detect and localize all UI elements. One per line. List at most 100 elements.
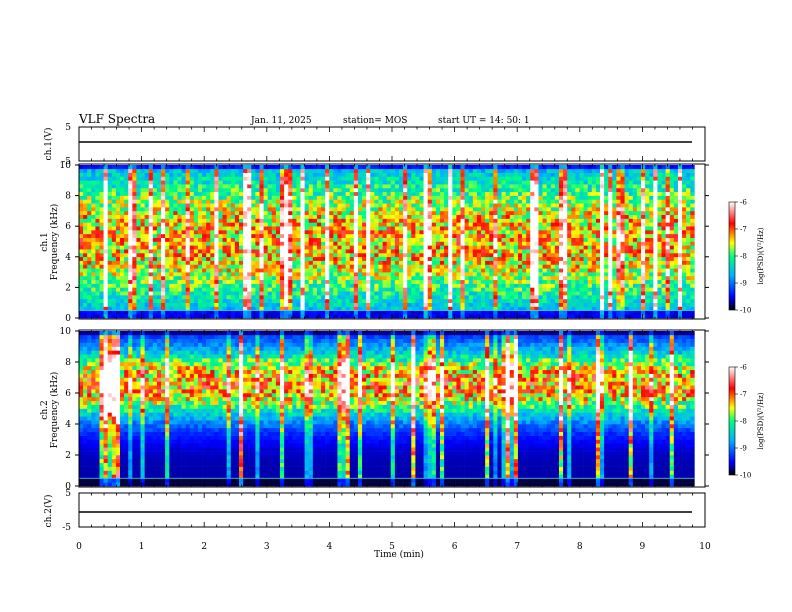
ch1-spectrogram-cell (173, 256, 178, 261)
ch1-spectrogram-cell (505, 260, 511, 265)
ch1-spectrogram-cell (464, 310, 470, 315)
ch1-spectrogram-cell (431, 264, 437, 269)
ch1-spectrogram-cell (394, 298, 400, 303)
ch1-spectrogram-cell (177, 272, 182, 277)
ch1-spectrogram-cell (210, 199, 215, 204)
ch1-spectrogram-cell (534, 218, 539, 223)
ch1-spectrogram-cell (267, 168, 273, 173)
ch1-spectrogram-cell (550, 252, 556, 258)
ch1-spectrogram-cell (362, 214, 367, 219)
ch1-spectrogram-cell (308, 237, 314, 242)
ch1-spectrogram-cell (423, 203, 428, 208)
ch1-spectrogram-cell (280, 272, 285, 277)
ch1-spectrogram-cell (234, 256, 240, 261)
ch1-spectrogram-cell (558, 252, 564, 258)
ch1-spectrogram-cell (210, 291, 215, 296)
ch1-spectrogram-cell (152, 245, 158, 250)
ch1-spectrogram-cell (255, 237, 260, 242)
ch1-spectrogram-cell (509, 275, 515, 281)
ch1-spectrogram-cell (472, 241, 478, 246)
ch1-spectrogram-cell (554, 199, 560, 204)
ch1-spectrogram-cell (431, 214, 437, 219)
ch1-spectrogram-cell (296, 298, 301, 303)
ch1-spectrogram-cell (394, 264, 400, 269)
ch1-spectrogram-cell (481, 279, 486, 284)
ch1-spectrogram-cell (398, 187, 404, 193)
ch1-spectrogram-cell (427, 302, 433, 307)
ch1-spectrogram-cell (472, 306, 478, 311)
ch1-spectrogram-cell (87, 207, 92, 212)
ch1-spectrogram-cell (107, 203, 113, 208)
ch1-spectrogram-cell (132, 272, 137, 277)
ch1-spectrogram-cell (156, 279, 162, 284)
ch1-spectrogram-cell (267, 226, 273, 231)
ch1-spectrogram-cell (128, 199, 133, 204)
ch1-spectrogram-cell (263, 195, 269, 200)
ch1-spectrogram-cell (95, 233, 100, 238)
ch1-spectrogram-cell (161, 184, 166, 189)
ch1-spectrogram-cell (99, 256, 104, 261)
ch1-spectrogram-cell (304, 310, 310, 315)
ch1-spectrogram-cell (460, 245, 465, 250)
ch1-spectrogram-cell (308, 272, 314, 277)
ch1-spectrogram-cell (485, 264, 490, 269)
ch1-spectrogram-cell (427, 256, 433, 261)
ch1-spectrogram-cell (509, 180, 515, 185)
ch1-spectrogram-cell (193, 226, 199, 231)
ch1-spectrogram-cell (542, 283, 547, 288)
ch1-spectrogram-cell (214, 275, 219, 281)
ch1-spectrogram-cell (124, 222, 129, 227)
ch1-spectrogram-cell (210, 184, 215, 189)
ch1-spectrogram-cell (407, 222, 412, 227)
ch1-spectrogram-cell (87, 252, 92, 258)
ch1-spectrogram-cell (546, 226, 552, 231)
ch1-spectrogram-cell (440, 203, 445, 208)
ch1-spectrogram-cell (275, 310, 281, 315)
ch1-spectrogram-cell (144, 237, 150, 242)
ch1-spectrogram-cell (288, 214, 293, 219)
ch1-spectrogram-cell (431, 275, 437, 281)
ch1-spectrogram-cell (95, 207, 100, 212)
ch1-spectrogram-cell (493, 268, 498, 273)
ch1-spectrogram-cell (251, 176, 256, 181)
ch1-spectrogram-cell (497, 264, 502, 269)
ch1-spectrogram-cell (156, 176, 162, 181)
ch1-spectrogram-cell (255, 199, 260, 204)
ch1-spectrogram-cell (546, 268, 552, 273)
ch1-spectrogram-cell (259, 172, 264, 177)
ch1-spectrogram-cell (255, 180, 260, 185)
ch1-spectrogram-cell (185, 237, 191, 242)
ch1-spectrogram-cell (79, 230, 84, 235)
ch1-spectrogram-cell (173, 172, 178, 177)
ch1-spectrogram-cell (341, 222, 346, 227)
ch1-spectrogram-cell (489, 176, 494, 181)
ch1-spectrogram-cell (386, 260, 392, 265)
ch1-spectrogram-cell (197, 233, 203, 238)
ch1-spectrogram-cell (284, 210, 289, 216)
ch1-spectrogram-cell (435, 245, 441, 250)
ch1-spectrogram-cell (362, 226, 367, 231)
ch1-spectrogram-cell (206, 314, 211, 319)
ch1-spectrogram-cell (214, 306, 219, 311)
ch1-spectrogram-cell (128, 203, 133, 208)
ch1-spectrogram-cell (353, 176, 359, 181)
ch1-spectrogram-cell (407, 180, 412, 185)
ch1-spectrogram-cell (128, 191, 133, 196)
ch1-spectrogram-cell (558, 187, 564, 193)
ch1-spectrogram-cell (255, 168, 260, 173)
ch1-spectrogram-cell (206, 249, 211, 254)
ch1-spectrogram-cell (333, 291, 338, 296)
ch1-spectrogram-cell (501, 268, 506, 273)
ch1-spectrogram-cell (280, 245, 285, 250)
ch1-spectrogram-cell (210, 260, 215, 265)
ch1-spectrogram-cell (136, 168, 141, 173)
ch1-spectrogram-cell (423, 207, 428, 212)
ch1-spectrogram-cell (267, 268, 273, 273)
ch1-spectrogram-cell (398, 264, 404, 269)
ch1-spectrogram-cell (349, 214, 355, 219)
ch1-spectrogram-cell (83, 310, 88, 315)
ch1-spectrogram-cell (509, 203, 515, 208)
ch1-spectrogram-cell (357, 310, 363, 315)
ch1-spectrogram-cell (325, 306, 330, 311)
ch1-spectrogram-cell (103, 310, 109, 315)
